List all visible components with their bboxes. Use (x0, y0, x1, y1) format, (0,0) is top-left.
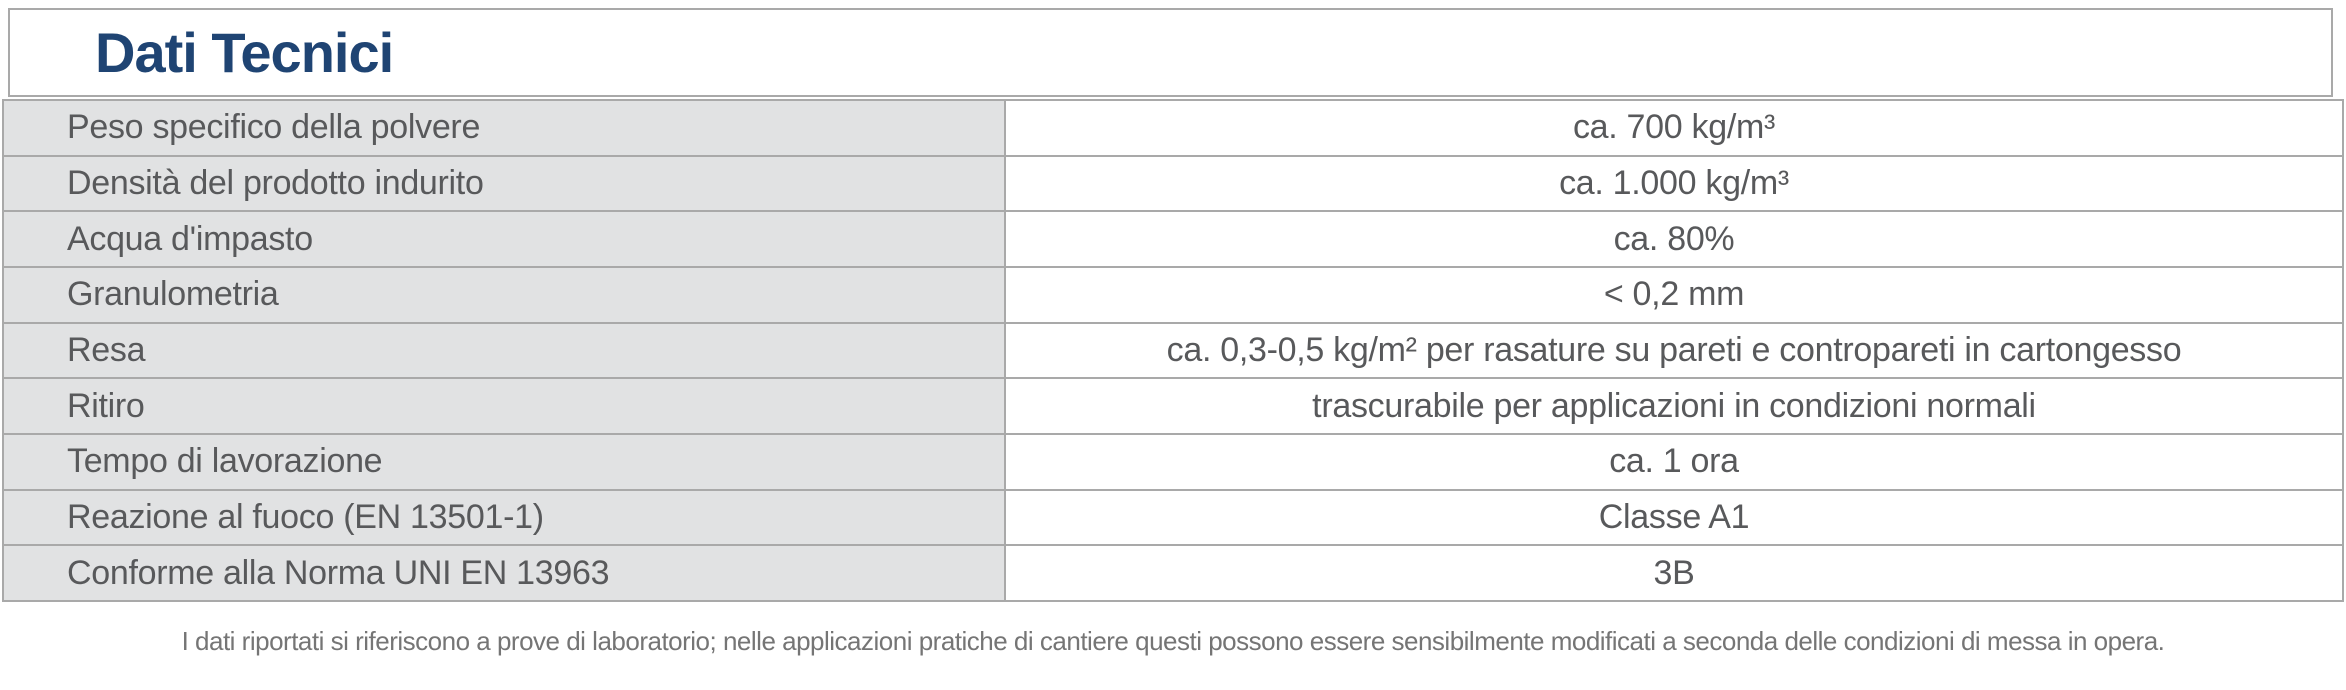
row-label: Conforme alla Norma UNI EN 13963 (4, 546, 1006, 601)
row-label: Granulometria (4, 268, 1006, 322)
table-row: Ritiro trascurabile per applicazioni in … (4, 379, 2342, 436)
row-value: ca. 0,3-0,5 kg/m² per rasature su pareti… (1006, 323, 2342, 378)
table-row: Peso specifico della polvere ca. 700 kg/… (4, 101, 2342, 157)
row-value: < 0,2 mm (1006, 268, 2342, 322)
row-label: Densità del prodotto indurito (4, 156, 1006, 211)
title-box: Dati Tecnici (8, 8, 2333, 97)
row-label: Ritiro (4, 379, 1006, 434)
row-value: ca. 1 ora (1006, 435, 2342, 489)
table-row: Acqua d'impasto ca. 80% (4, 212, 2342, 269)
row-value: ca. 700 kg/m³ (1006, 101, 2342, 155)
page-title: Dati Tecnici (95, 21, 394, 84)
row-label: Tempo di lavorazione (4, 435, 1006, 489)
row-value: trascurabile per applicazioni in condizi… (1006, 379, 2342, 434)
row-value: Classe A1 (1006, 490, 2342, 545)
footnote-text: I dati riportati si riferiscono a prove … (181, 626, 2165, 656)
row-label: Reazione al fuoco (EN 13501-1) (4, 490, 1006, 545)
table-row: Tempo di lavorazione ca. 1 ora (4, 435, 2342, 491)
technical-data-table: Peso specifico della polvere ca. 700 kg/… (2, 99, 2344, 602)
table-row: Resa ca. 0,3-0,5 kg/m² per rasature su p… (4, 323, 2342, 380)
row-value: ca. 1.000 kg/m³ (1006, 156, 2342, 211)
row-label: Acqua d'impasto (4, 212, 1006, 267)
row-label: Peso specifico della polvere (4, 101, 1006, 155)
row-value: 3B (1006, 546, 2342, 601)
table-row: Granulometria < 0,2 mm (4, 268, 2342, 324)
table-row: Reazione al fuoco (EN 13501-1) Classe A1 (4, 490, 2342, 547)
table-row: Densità del prodotto indurito ca. 1.000 … (4, 156, 2342, 213)
row-value: ca. 80% (1006, 212, 2342, 267)
row-label: Resa (4, 323, 1006, 378)
table-row: Conforme alla Norma UNI EN 13963 3B (4, 546, 2342, 601)
